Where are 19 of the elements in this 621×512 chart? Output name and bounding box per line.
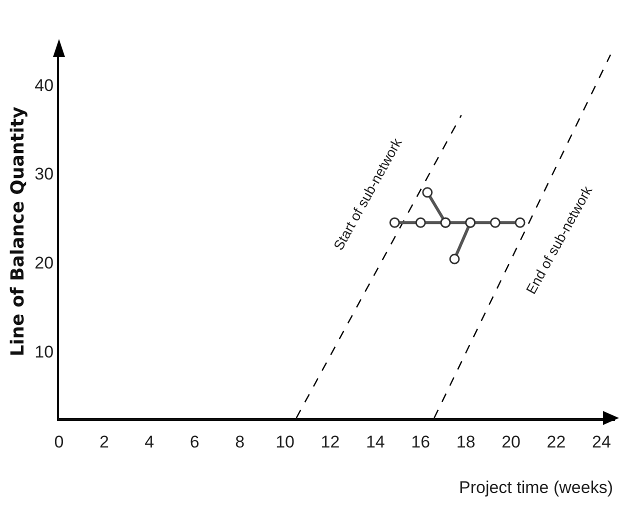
x-tick-label: 4 bbox=[144, 432, 154, 452]
x-tick-label: 12 bbox=[320, 432, 340, 452]
y-tick-label: 20 bbox=[34, 254, 54, 273]
x-tick-label: 0 bbox=[54, 432, 64, 452]
x-tick-label: 6 bbox=[190, 432, 200, 452]
x-tick-label: 16 bbox=[411, 432, 430, 452]
x-tick-label: 20 bbox=[502, 432, 520, 452]
y-tick-label: 30 bbox=[34, 164, 54, 184]
x-tick-label: 18 bbox=[456, 432, 476, 452]
x-tick-label: 24 bbox=[592, 432, 611, 452]
x-tick-label: 8 bbox=[235, 432, 245, 452]
x-tick-label: 22 bbox=[546, 432, 566, 452]
y-tick-label: 10 bbox=[34, 342, 54, 362]
x-tick-label: 14 bbox=[366, 432, 385, 452]
x-axis-title: Project time (weeks) bbox=[459, 478, 613, 497]
y-tick-label: 40 bbox=[34, 76, 54, 95]
x-tick-label: 10 bbox=[276, 432, 294, 452]
x-tick-label: 2 bbox=[99, 432, 109, 452]
y-axis-title: Line of Balance Quantity bbox=[7, 106, 28, 356]
